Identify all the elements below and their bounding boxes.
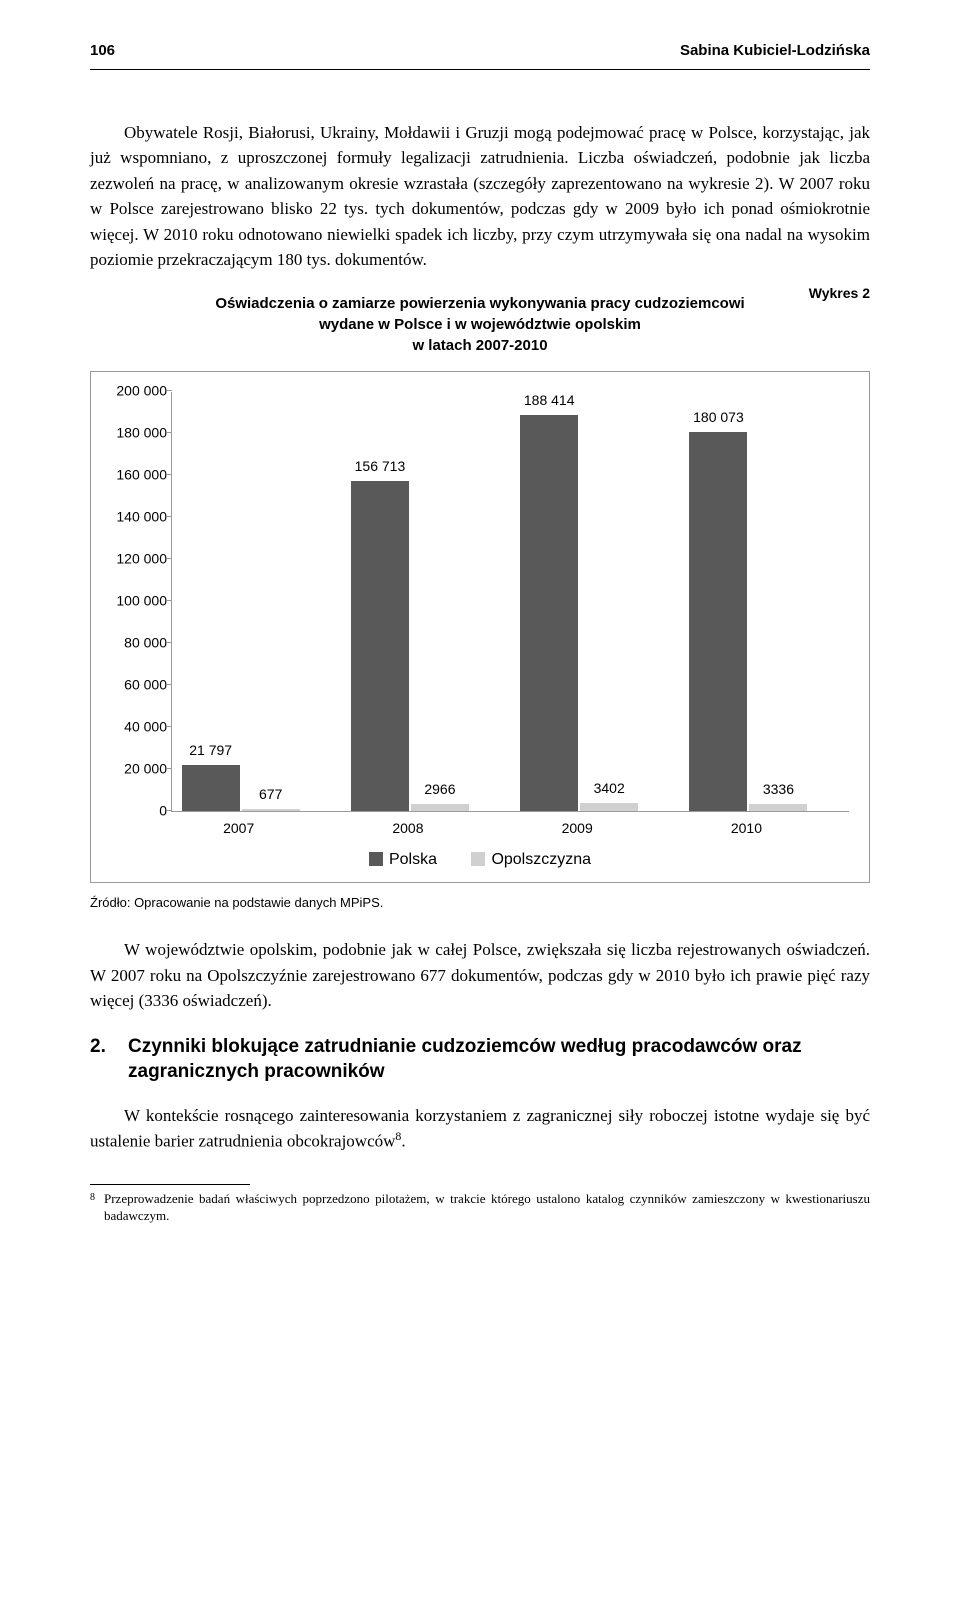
bar-opolszczyzna-2009 [580, 803, 638, 810]
footnote-text: Przeprowadzenie badań właściwych poprzed… [104, 1191, 870, 1225]
y-tick-label: 140 000 [112, 506, 167, 527]
x-tick-label: 2008 [392, 818, 423, 839]
chart-title-line3: w latach 2007-2010 [412, 337, 547, 354]
bar-polska-2009 [520, 415, 578, 811]
legend-swatch-polska [369, 852, 383, 866]
bar-opolszczyzna-2010 [749, 804, 807, 811]
page-header: 106 Sabina Kubiciel-Lodzińska [90, 40, 870, 63]
x-tick-label: 2010 [731, 818, 762, 839]
body-paragraph-2: W województwie opolskim, podobnie jak w … [90, 937, 870, 1014]
y-tick-label: 120 000 [112, 548, 167, 569]
header-author: Sabina Kubiciel-Lodzińska [680, 40, 870, 63]
bar-polska-2010 [689, 432, 747, 810]
chart-title-line2: wydane w Polsce i w województwie opolski… [319, 316, 641, 333]
body-paragraph-1: Obywatele Rosji, Białorusi, Ukrainy, Moł… [90, 120, 870, 273]
bar-label: 3336 [738, 779, 818, 800]
y-tick-label: 160 000 [112, 464, 167, 485]
legend-label-polska: Polska [389, 851, 437, 868]
bar-label: 188 414 [509, 390, 589, 411]
bar-label: 677 [231, 784, 311, 805]
y-tick-label: 200 000 [112, 380, 167, 401]
bar-opolszczyzna-2008 [411, 804, 469, 810]
header-rule [90, 69, 870, 70]
chart-title: Oświadczenia o zamiarze powierzenia wyko… [90, 293, 870, 356]
y-tick-label: 20 000 [112, 758, 167, 779]
bar-label: 180 073 [678, 407, 758, 428]
chart-source: Źródło: Opracowanie na podstawie danych … [90, 893, 870, 913]
y-tick-label: 0 [112, 800, 167, 821]
footnote-number: 8 [90, 1191, 100, 1225]
footnote-ref-8: 8 [395, 1129, 401, 1143]
legend-swatch-opolszczyzna [471, 852, 485, 866]
legend-item-opolszczyzna: Opolszczyzna [471, 851, 591, 868]
legend-item-polska: Polska [369, 851, 441, 868]
section-number: 2. [90, 1034, 128, 1085]
chart-legend: Polska Opolszczyzna [111, 848, 849, 872]
y-tick-label: 80 000 [112, 632, 167, 653]
chart-x-axis: 2007 2008 2009 2010 [171, 812, 849, 838]
bar-opolszczyzna-2007 [242, 809, 300, 810]
bar-polska-2008 [351, 481, 409, 810]
y-tick-label: 180 000 [112, 422, 167, 443]
footnote: 8 Przeprowadzenie badań właściwych poprz… [90, 1191, 870, 1225]
chart-caption: Wykres 2 Oświadczenia o zamiarze powierz… [90, 293, 870, 356]
body-paragraph-3-text: W kontekście rosnącego zainteresowania k… [90, 1106, 870, 1151]
section-heading: 2. Czynniki blokujące zatrudnianie cudzo… [90, 1034, 870, 1085]
footnote-rule [90, 1184, 250, 1185]
bar-label: 2966 [400, 779, 480, 800]
bar-label: 3402 [569, 778, 649, 799]
bar-label: 21 797 [171, 740, 251, 761]
chart-container: 0 20 000 40 000 60 000 80 000 100 000 120 000 1… [90, 371, 870, 883]
y-tick-label: 60 000 [112, 674, 167, 695]
body-paragraph-3: W kontekście rosnącego zainteresowania k… [90, 1103, 870, 1155]
page-number: 106 [90, 40, 115, 63]
legend-label-opolszczyzna: Opolszczyzna [491, 851, 591, 868]
x-tick-label: 2007 [223, 818, 254, 839]
bar-label: 156 713 [340, 456, 420, 477]
section-title: Czynniki blokujące zatrudnianie cudzozie… [128, 1034, 870, 1085]
y-tick-label: 40 000 [112, 716, 167, 737]
chart-title-line1: Oświadczenia o zamiarze powierzenia wyko… [215, 295, 744, 312]
chart-plot-area: 020 00040 00060 00080 000100 000120 0001… [171, 392, 849, 812]
y-tick-label: 100 000 [112, 590, 167, 611]
x-tick-label: 2009 [562, 818, 593, 839]
chart-figure-label: Wykres 2 [809, 283, 870, 304]
